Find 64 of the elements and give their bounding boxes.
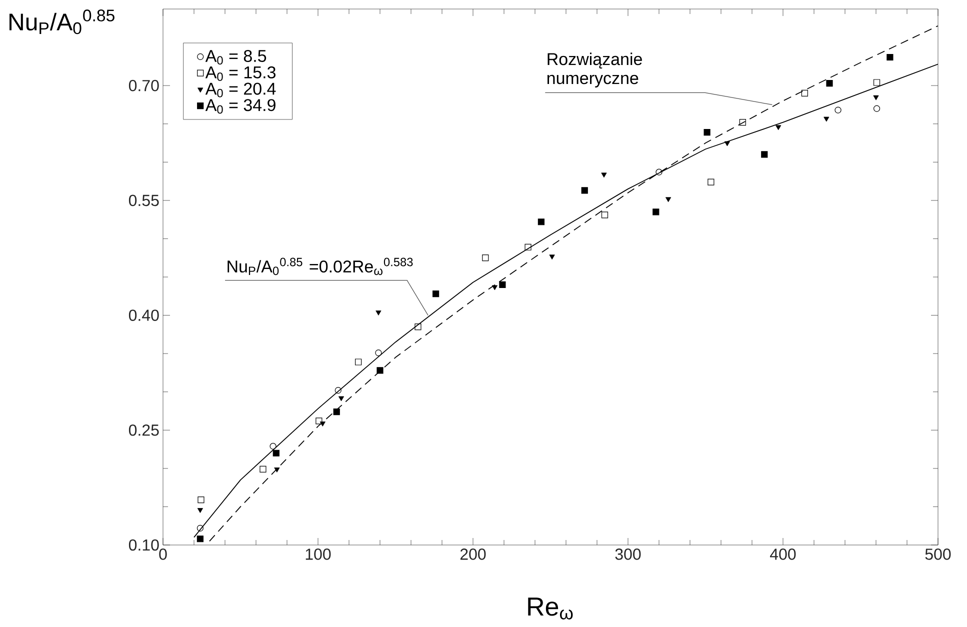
- point: [197, 508, 203, 513]
- point: [198, 496, 204, 504]
- point: [270, 442, 276, 450]
- point: [355, 358, 362, 366]
- annotation: Nu$_{P}$/A$_{0}$$^{0.85}$ =0.02Re$_{ω}$0.583: [228, 258, 413, 276]
- point: [376, 310, 382, 316]
- x-tick-label: 100: [306, 548, 331, 560]
- point: [538, 218, 545, 226]
- point: [601, 172, 607, 178]
- point: [524, 244, 532, 250]
- y-tick-label: 0.40: [128, 310, 159, 321]
- point: [333, 408, 340, 416]
- point: [316, 418, 322, 424]
- x-tick-label: 500: [925, 548, 951, 560]
- point: [739, 119, 746, 126]
- point: [320, 422, 326, 426]
- point: [724, 141, 730, 146]
- point: [260, 466, 266, 472]
- point: [656, 168, 662, 176]
- legend-label: A$_{0}$ = 34.9: [205, 99, 276, 114]
- y-tick-label: 0.55: [128, 194, 159, 206]
- point: [873, 105, 880, 112]
- point: [801, 90, 808, 97]
- point: [704, 128, 710, 136]
- point: [492, 285, 498, 290]
- point: [549, 254, 555, 260]
- point: [652, 208, 660, 216]
- x-tick-label: 200: [460, 548, 486, 560]
- point: [272, 450, 280, 456]
- x-tick-label: 300: [615, 548, 641, 560]
- point: [482, 254, 489, 262]
- point: [338, 396, 344, 402]
- point: [776, 125, 782, 130]
- legend-label: A$_{0}$ = 20.4: [205, 82, 276, 98]
- point: [824, 116, 830, 122]
- point: [375, 350, 382, 356]
- y-axis-title: Nu$_{P}$/A$_{0}$0.85: [10, 10, 114, 34]
- point: [826, 80, 833, 87]
- point: [761, 151, 768, 158]
- y-tick-label: 0.25: [128, 424, 159, 436]
- x-tick-label: 0: [159, 548, 167, 560]
- legend-label: A$_{0}$ = 8.5: [205, 50, 266, 65]
- annotation: Rozwiązanie numeryczne: [547, 52, 642, 88]
- point: [432, 290, 440, 298]
- point: [708, 178, 714, 186]
- point: [334, 387, 342, 394]
- legend-label: A$_{0}$ = 15.3: [205, 66, 276, 81]
- point: [886, 54, 894, 61]
- y-tick-label: 0.10: [128, 539, 159, 551]
- point: [274, 467, 280, 472]
- point: [873, 79, 880, 86]
- point: [873, 95, 879, 100]
- point: [581, 187, 588, 194]
- point: [376, 367, 384, 374]
- point: [499, 281, 506, 288]
- x-tick-label: 400: [770, 548, 796, 560]
- point: [196, 536, 204, 542]
- point: [834, 106, 842, 114]
- x-axis-title: Re$_{ω}$: [528, 598, 573, 620]
- point: [414, 323, 422, 330]
- point: [666, 197, 672, 202]
- point: [196, 524, 204, 532]
- y-tick-label: 0.70: [128, 80, 159, 92]
- point: [601, 212, 608, 218]
